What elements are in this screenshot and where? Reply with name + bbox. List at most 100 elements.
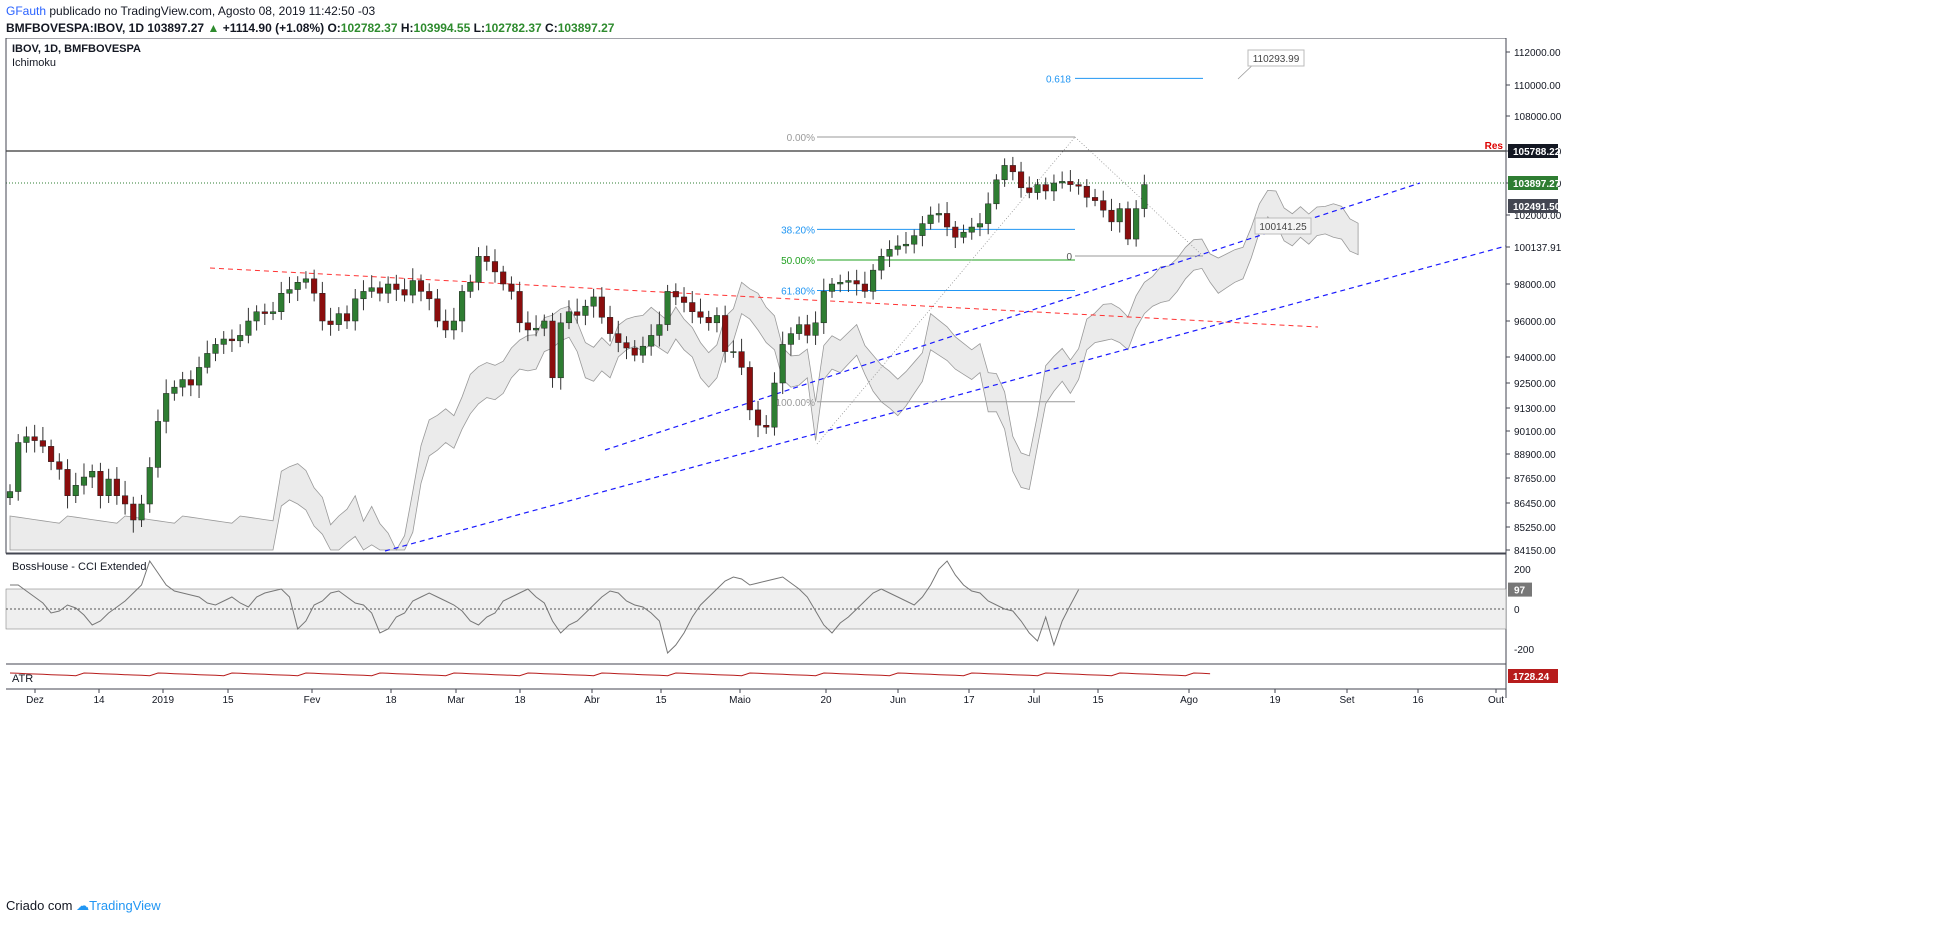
candle-body <box>113 478 120 496</box>
candle-body <box>220 338 227 345</box>
candle-body <box>541 320 548 329</box>
candle-body <box>1050 182 1057 192</box>
candle-body <box>343 313 351 322</box>
candle-body <box>787 333 794 345</box>
candle-body <box>335 313 342 325</box>
candle-body <box>1141 184 1148 209</box>
candle-body <box>697 311 704 318</box>
time-tick-label: Out <box>1488 695 1504 706</box>
candle-body <box>368 287 375 292</box>
cci-line <box>10 559 1080 654</box>
price-tick-label: 96000.00 <box>1514 317 1556 328</box>
chart-labels: IBOV, 1D, BMFBOVESPA Ichimoku <box>12 43 141 69</box>
time-tick-label: Dez <box>26 695 44 706</box>
candle-body <box>1042 184 1049 192</box>
low-value: 102782.37 <box>484 21 542 35</box>
tradingview-logo-icon[interactable]: ☁ <box>76 898 90 913</box>
candle-body <box>607 317 614 334</box>
candle-body <box>48 446 55 462</box>
price-tick-label: 91300.00 <box>1514 404 1556 415</box>
candle-body <box>894 245 901 250</box>
candle-body <box>352 298 359 322</box>
candle-body <box>796 324 803 334</box>
resistance-badge-bg <box>1508 144 1558 158</box>
time-tick-label: 19 <box>1269 695 1281 706</box>
candle-body <box>122 495 129 505</box>
candle-body <box>1018 171 1025 189</box>
resistance-label: Res <box>1485 141 1504 152</box>
open-value: 102782.37 <box>340 21 398 35</box>
candle-body <box>639 345 646 356</box>
callout-box-2 <box>1254 217 1312 235</box>
candle-body <box>878 256 885 271</box>
candle-body <box>549 320 556 379</box>
last-price-badge: 103897.27 <box>1513 179 1561 190</box>
support-badge: 102491.50 <box>1513 202 1561 213</box>
candle-body <box>689 302 696 312</box>
candle-body <box>15 442 22 492</box>
symbol-label: BMFBOVESPA:IBOV, 1D <box>6 21 145 35</box>
candle-body <box>294 282 301 290</box>
candle-body <box>927 214 934 224</box>
candle-body <box>516 291 523 324</box>
candle-body <box>163 393 170 422</box>
last-price-badge-bg <box>1508 176 1558 190</box>
ohlc-bar: BMFBOVESPA:IBOV, 1D 103897.27 ▲ +1114.90… <box>6 21 614 35</box>
candle-body <box>130 503 137 521</box>
candle-body <box>828 283 836 292</box>
price-tick-label: 94000.00 <box>1514 353 1556 364</box>
price-tick-label: 86450.00 <box>1514 499 1556 510</box>
lower-blue-trendline <box>384 245 1507 552</box>
candle-body <box>680 296 688 303</box>
time-tick-label: 18 <box>385 695 397 706</box>
author-link[interactable]: GFauth <box>6 4 47 18</box>
fib-ext-label: 0.618 <box>1046 74 1071 85</box>
indicator-label: Ichimoku <box>12 57 56 69</box>
chart-title: IBOV, 1D, BMFBOVESPA <box>12 43 141 55</box>
price-tick-label: 98000.00 <box>1514 280 1556 291</box>
time-axis[interactable]: Dez 14 2019 15 Fev 18 Mar 18 Abr 15 Maio 20 Jun 17 Jul… <box>26 689 1504 706</box>
publish-info: GFauth publicado no TradingView.com, Ago… <box>6 4 375 18</box>
candle-body <box>179 379 186 388</box>
candle-body <box>1124 208 1131 240</box>
candle-body <box>6 491 14 499</box>
candle-body <box>911 235 918 245</box>
callout-box <box>1247 49 1305 67</box>
candle-body <box>171 386 178 394</box>
candle-body <box>31 436 38 441</box>
time-tick-label: Jun <box>890 695 906 706</box>
support-badge-bg <box>1508 199 1558 213</box>
candle-body <box>812 322 819 336</box>
change-up-icon: ▲ <box>207 21 220 35</box>
price-tick-label: 85250.00 <box>1514 523 1556 534</box>
price-axis[interactable]: 112000.00110000.00108000.00106000.001040… <box>1485 48 1562 557</box>
fib-base-label: 0 <box>1066 252 1072 263</box>
candle-body <box>738 351 745 368</box>
candle-body <box>311 278 318 294</box>
cci-axis-label: 0 <box>1514 605 1520 616</box>
tradingview-link[interactable]: TradingView <box>89 898 161 913</box>
price-tick-label: 88900.00 <box>1514 450 1556 461</box>
candle-body <box>623 342 630 349</box>
chart-area[interactable]: 0.618 0.00% 38.20% 50.00% 61.80% 100.00% 0 1102… <box>0 38 1956 928</box>
price-tick-label: 90100.00 <box>1514 427 1556 438</box>
candle-body <box>393 283 400 290</box>
candle-body <box>459 291 466 322</box>
fib-level-label: 38.20% <box>781 225 815 236</box>
open-label: O: <box>327 21 341 35</box>
low-label: L: <box>473 21 485 35</box>
candle-body <box>820 291 827 324</box>
red-trendline <box>209 267 1319 328</box>
time-tick-label: 16 <box>1412 695 1424 706</box>
candle-body <box>993 179 1000 205</box>
candle-body <box>434 298 441 322</box>
candle-body <box>771 382 778 428</box>
time-tick-label: Fev <box>304 695 321 706</box>
time-tick-label: Abr <box>584 695 600 706</box>
candle-body <box>327 320 334 325</box>
candle-body <box>212 344 219 354</box>
candle-body <box>722 315 729 352</box>
candle-body <box>952 226 959 238</box>
candle-body <box>64 469 71 496</box>
candle-body <box>23 436 30 443</box>
